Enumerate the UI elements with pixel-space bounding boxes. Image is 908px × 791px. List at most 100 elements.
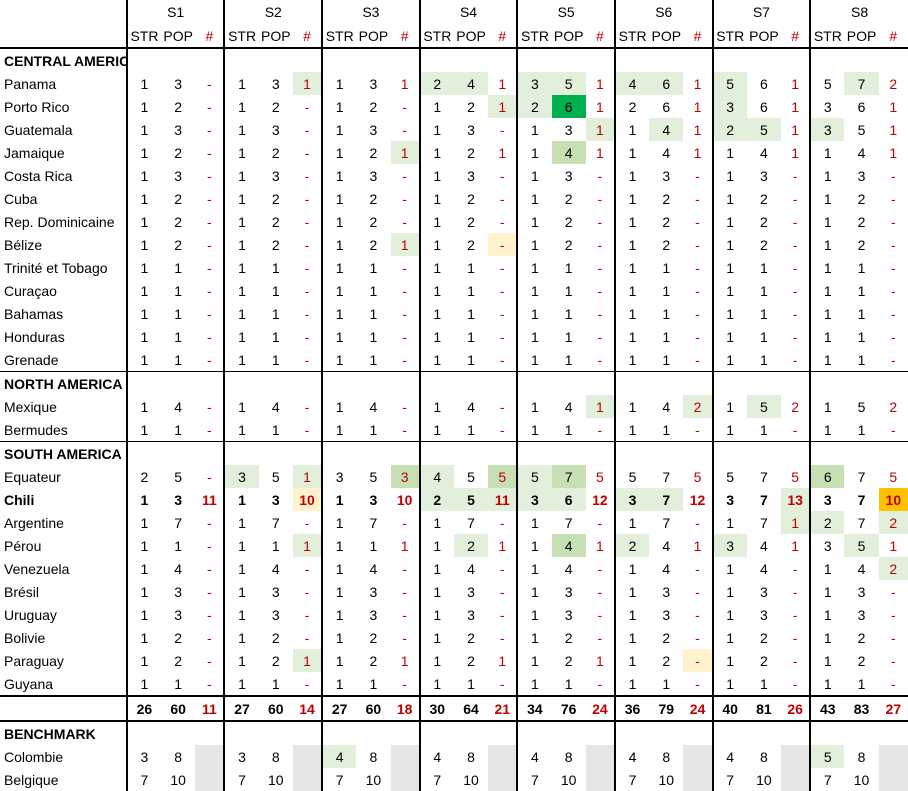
cell-str[interactable]: 3: [223, 465, 259, 488]
cell-count[interactable]: 1: [781, 511, 811, 534]
cell-pop[interactable]: 4: [857, 144, 866, 161]
cell-str[interactable]: 27: [321, 695, 357, 722]
cell-str[interactable]: 36: [613, 695, 650, 722]
cell-count[interactable]: 1: [791, 75, 799, 92]
cell-str[interactable]: 1: [613, 348, 650, 372]
cell-str[interactable]: 5: [711, 72, 747, 95]
cell-pop[interactable]: 5: [844, 534, 879, 557]
cell-str[interactable]: 1: [223, 210, 259, 233]
cell-str[interactable]: 1: [321, 325, 357, 348]
cell-pop[interactable]: 1: [467, 351, 475, 368]
cell-pop[interactable]: 2: [662, 629, 671, 646]
cell-count[interactable]: -: [304, 144, 310, 161]
cell-count[interactable]: -: [695, 236, 700, 253]
cell-str[interactable]: 2: [418, 72, 454, 95]
cell-count[interactable]: -: [402, 259, 407, 276]
cell-pop[interactable]: 2: [271, 236, 280, 253]
cell-count[interactable]: -: [499, 121, 505, 138]
cell-pop[interactable]: 7: [662, 514, 671, 531]
cell-pop[interactable]: 2: [271, 144, 280, 161]
cell-str[interactable]: 1: [418, 348, 454, 372]
cell-pop[interactable]: 1: [174, 351, 183, 368]
cell-pop[interactable]: 1: [857, 259, 866, 276]
cell-count[interactable]: -: [402, 213, 407, 230]
cell-str[interactable]: 2: [613, 95, 650, 118]
cell-pop[interactable]: 7: [857, 491, 866, 508]
cell-count[interactable]: -: [304, 629, 310, 646]
cell-count[interactable]: -: [695, 213, 700, 230]
cell-count[interactable]: 1: [693, 537, 702, 554]
cell-pop[interactable]: 1: [760, 421, 768, 438]
cell-count[interactable]: -: [304, 259, 310, 276]
cell-count[interactable]: 1: [889, 98, 898, 115]
cell-count[interactable]: -: [683, 649, 713, 672]
cell-pop[interactable]: 3: [369, 121, 378, 138]
cell-str[interactable]: 1: [223, 488, 259, 511]
cell-str[interactable]: 1: [516, 649, 552, 672]
cell-str[interactable]: 1: [809, 325, 845, 348]
cell-count[interactable]: -: [207, 144, 212, 161]
cell-count[interactable]: -: [304, 98, 310, 115]
cell-str[interactable]: 5: [809, 745, 845, 768]
cell-pop[interactable]: 6: [649, 72, 684, 95]
cell-pop[interactable]: 10: [365, 771, 382, 788]
cell-pop[interactable]: 1: [369, 259, 378, 276]
cell-count[interactable]: 3: [390, 465, 420, 488]
cell-count[interactable]: -: [792, 675, 798, 692]
cell-count[interactable]: -: [890, 190, 896, 207]
cell-str[interactable]: 1: [711, 649, 747, 672]
cell-count[interactable]: 1: [693, 121, 702, 138]
cell-pop[interactable]: 3: [369, 606, 378, 623]
cell-str[interactable]: 1: [125, 418, 162, 442]
cell-count[interactable]: 1: [595, 652, 604, 669]
cell-str[interactable]: 1: [516, 626, 552, 649]
cell-count[interactable]: 1: [791, 121, 799, 138]
cell-pop[interactable]: 3: [271, 606, 280, 623]
cell-str[interactable]: 1: [711, 256, 747, 279]
scenario-header-s3[interactable]: S3: [321, 0, 420, 24]
cell-str[interactable]: 1: [125, 256, 162, 279]
cell-pop[interactable]: 83: [844, 695, 879, 722]
cell-pop[interactable]: 2: [174, 190, 183, 207]
cell-pop[interactable]: 2: [564, 629, 573, 646]
cell-pop[interactable]: 7: [369, 514, 378, 531]
cell-pop[interactable]: 4: [271, 560, 280, 577]
cell-str[interactable]: 2: [125, 465, 162, 488]
cell-pop[interactable]: 1: [760, 328, 768, 345]
cell-pop[interactable]: 8: [271, 748, 280, 765]
cell-pop[interactable]: 4: [271, 398, 280, 415]
cell-count[interactable]: -: [597, 583, 603, 600]
cell-str[interactable]: 2: [711, 118, 747, 141]
cell-str[interactable]: 43: [809, 695, 845, 722]
cell-count[interactable]: 5: [595, 468, 604, 485]
cell-str[interactable]: 1: [809, 557, 845, 580]
cell-pop[interactable]: 2: [174, 629, 183, 646]
cell-pop[interactable]: 2: [760, 213, 768, 230]
cell-str[interactable]: 7: [321, 768, 357, 791]
cell-str[interactable]: 1: [321, 72, 357, 95]
cell-count[interactable]: -: [597, 167, 603, 184]
cell-pop[interactable]: 1: [369, 328, 378, 345]
cell-count[interactable]: 2: [878, 511, 908, 534]
cell-str[interactable]: 1: [613, 580, 650, 603]
cell-count[interactable]: -: [597, 629, 603, 646]
cell-count[interactable]: -: [792, 190, 798, 207]
cell-count[interactable]: -: [499, 675, 505, 692]
cell-pop[interactable]: 7: [551, 465, 586, 488]
cell-count[interactable]: [683, 745, 713, 768]
cell-count[interactable]: -: [207, 652, 212, 669]
cell-str[interactable]: 1: [516, 672, 552, 696]
cell-pop[interactable]: 1: [174, 537, 183, 554]
cell-pop[interactable]: 6: [760, 75, 768, 92]
cell-count[interactable]: 1: [693, 144, 702, 161]
cell-count[interactable]: -: [890, 606, 896, 623]
cell-pop[interactable]: 4: [369, 560, 378, 577]
cell-count[interactable]: -: [304, 583, 310, 600]
cell-count[interactable]: -: [695, 606, 700, 623]
cell-count[interactable]: 5: [693, 468, 702, 485]
cell-str[interactable]: 1: [711, 302, 747, 325]
cell-pop[interactable]: 3: [271, 167, 280, 184]
cell-count[interactable]: -: [304, 236, 310, 253]
cell-count[interactable]: 5: [791, 468, 799, 485]
cell-pop[interactable]: 4: [662, 537, 671, 554]
